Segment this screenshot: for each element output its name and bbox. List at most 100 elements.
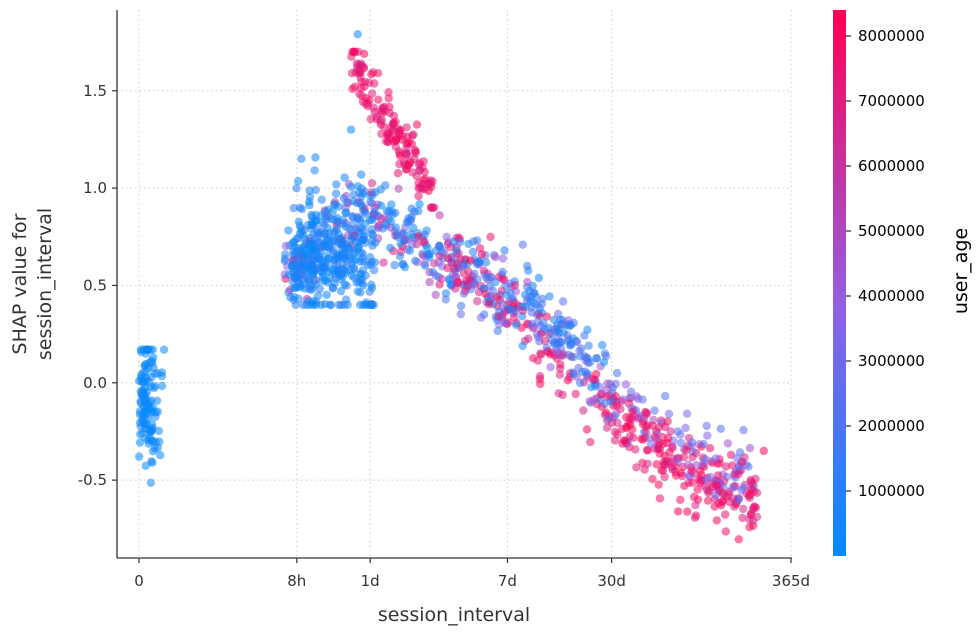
data-point <box>592 354 601 363</box>
data-point <box>693 495 703 504</box>
data-point <box>399 260 408 269</box>
data-point <box>704 488 713 498</box>
data-point <box>621 380 631 389</box>
data-point <box>392 132 401 142</box>
data-point <box>310 276 319 286</box>
data-point <box>712 481 721 490</box>
data-point <box>661 391 670 401</box>
data-point <box>664 409 674 419</box>
data-point <box>289 247 298 256</box>
data-point <box>141 366 151 376</box>
data-point <box>325 273 334 282</box>
data-point <box>552 347 562 357</box>
data-point <box>587 383 596 392</box>
data-point <box>426 203 436 212</box>
data-point <box>365 96 374 105</box>
data-point <box>612 368 622 378</box>
data-point <box>501 307 510 316</box>
data-point <box>353 287 362 296</box>
data-point <box>740 453 749 462</box>
data-point <box>668 454 677 464</box>
data-point <box>734 494 744 503</box>
data-point <box>717 501 726 510</box>
data-point <box>318 276 327 285</box>
data-point <box>586 437 595 447</box>
data-point <box>700 454 710 464</box>
data-point <box>393 169 403 178</box>
data-point <box>730 469 739 478</box>
data-point <box>329 266 338 275</box>
data-point <box>473 297 482 306</box>
data-point <box>148 403 158 412</box>
data-point <box>642 445 652 455</box>
data-point <box>408 240 417 249</box>
data-point <box>598 341 607 350</box>
data-point <box>157 381 167 391</box>
data-point <box>569 369 578 379</box>
y-axis-title: SHAP value for session_interval <box>9 208 56 360</box>
data-point <box>646 439 656 449</box>
data-point <box>565 322 574 331</box>
data-point <box>584 341 593 350</box>
data-point <box>621 436 630 445</box>
x-axis-ticks: 0 8h 1d 7d 30d 365d <box>134 558 810 590</box>
data-point <box>473 260 482 269</box>
data-point <box>340 173 349 182</box>
data-point <box>526 296 535 306</box>
data-point <box>759 446 768 456</box>
data-point <box>702 421 711 431</box>
data-point <box>329 228 338 237</box>
data-point <box>751 503 761 512</box>
data-point <box>721 510 730 519</box>
svg-text:SHAP value for: SHAP value for <box>9 213 31 354</box>
data-point <box>405 158 415 168</box>
data-point <box>648 474 657 484</box>
data-point <box>147 457 156 466</box>
data-point <box>366 253 375 262</box>
data-point <box>310 166 319 175</box>
scatter-points <box>135 30 768 544</box>
data-point <box>491 252 500 262</box>
data-point <box>745 522 754 532</box>
data-point <box>443 253 453 263</box>
data-point <box>703 496 713 505</box>
data-point <box>536 379 545 389</box>
data-point <box>414 191 423 201</box>
data-point <box>474 287 484 297</box>
data-point <box>414 232 423 241</box>
data-point <box>346 125 356 134</box>
data-point <box>582 425 592 434</box>
data-point <box>509 313 519 322</box>
data-point <box>491 277 500 287</box>
data-point <box>353 30 362 39</box>
data-point <box>500 246 509 255</box>
data-point <box>305 192 315 202</box>
data-point <box>500 318 509 327</box>
data-point <box>391 223 401 232</box>
data-point <box>381 137 391 146</box>
data-point <box>431 246 440 256</box>
y-tick-label: 1.5 <box>83 82 107 100</box>
data-point <box>368 89 377 98</box>
data-point <box>360 49 369 58</box>
data-point <box>671 471 681 480</box>
data-point <box>534 273 544 283</box>
data-point <box>693 485 702 494</box>
data-point <box>506 288 515 297</box>
data-point <box>402 165 411 174</box>
data-point <box>386 217 396 226</box>
data-point <box>420 259 429 268</box>
data-point <box>328 207 337 216</box>
data-point <box>537 299 546 309</box>
data-point <box>372 112 381 121</box>
data-point <box>534 333 543 342</box>
colorbar-tick-label: 8000000 <box>858 27 925 45</box>
data-point <box>456 238 465 247</box>
data-point <box>311 210 321 220</box>
data-point <box>336 286 346 296</box>
data-point <box>308 221 317 230</box>
data-point <box>347 271 357 280</box>
data-point <box>595 382 604 392</box>
data-point <box>632 463 641 472</box>
data-point <box>638 458 647 468</box>
